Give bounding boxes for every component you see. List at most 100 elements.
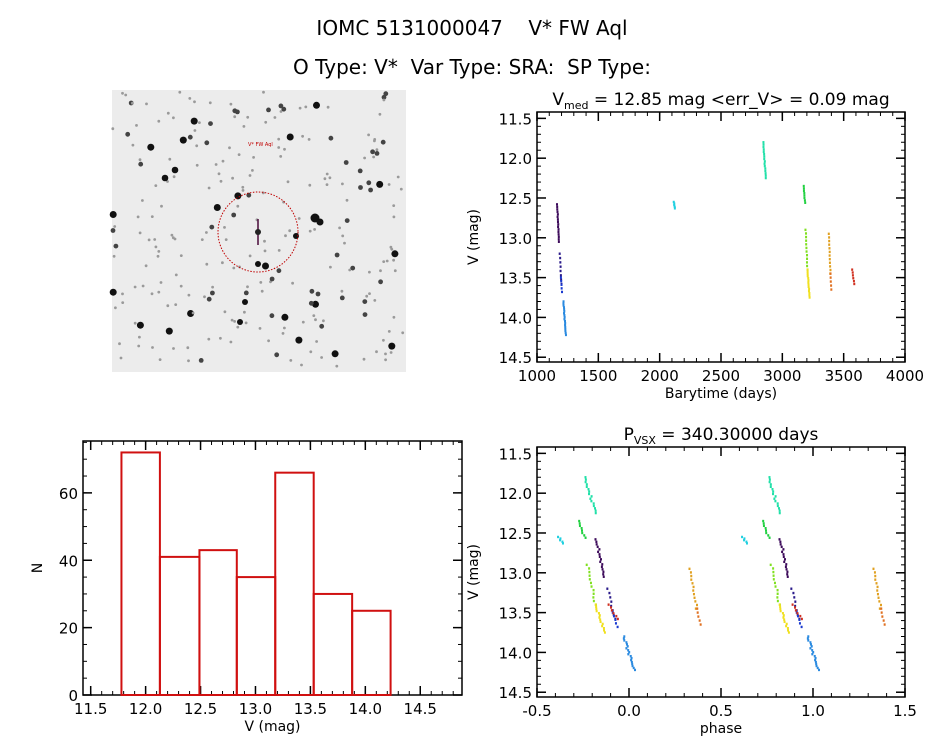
data-point xyxy=(791,603,794,606)
data-point xyxy=(799,614,802,618)
data-point xyxy=(776,588,779,592)
data-point xyxy=(808,292,811,295)
star xyxy=(193,100,196,104)
data-point xyxy=(561,542,564,545)
star xyxy=(236,325,240,329)
data-point xyxy=(828,250,831,254)
data-point xyxy=(598,555,601,559)
data-point xyxy=(580,527,583,530)
data-point xyxy=(787,629,790,632)
data-point xyxy=(594,511,597,515)
data-point xyxy=(852,279,855,283)
x-tick-label: 4000 xyxy=(886,367,924,385)
data-point xyxy=(593,507,596,510)
star xyxy=(372,155,375,159)
star xyxy=(308,300,314,306)
star xyxy=(392,215,396,219)
star xyxy=(244,321,248,325)
star xyxy=(260,289,264,293)
data-point xyxy=(805,243,808,246)
data-point xyxy=(560,278,563,281)
data-point xyxy=(560,287,563,290)
y-tick-label: 11.5 xyxy=(499,445,532,463)
data-point xyxy=(805,235,808,239)
data-point xyxy=(673,202,676,205)
data-point xyxy=(763,160,766,163)
y-axis-label: N xyxy=(30,563,46,573)
star xyxy=(174,273,178,277)
data-point xyxy=(601,568,604,571)
y-tick-label: 14.0 xyxy=(499,644,532,662)
star xyxy=(221,261,224,265)
y-tick-label: 13.0 xyxy=(499,565,532,583)
data-point xyxy=(762,143,765,146)
data-point xyxy=(782,616,785,619)
star xyxy=(376,180,384,188)
data-point xyxy=(807,635,810,638)
star xyxy=(331,350,339,358)
star xyxy=(312,314,316,317)
y-tick-label: 12.5 xyxy=(499,525,532,543)
star xyxy=(315,340,318,343)
data-point xyxy=(599,618,602,621)
data-point xyxy=(807,279,810,282)
data-point xyxy=(562,302,565,305)
star xyxy=(195,163,199,167)
star xyxy=(375,350,378,354)
star xyxy=(373,139,376,143)
data-point xyxy=(776,592,779,595)
data-point xyxy=(830,288,833,291)
data-point xyxy=(764,176,767,180)
data-point xyxy=(595,543,598,546)
star xyxy=(208,121,213,126)
data-point xyxy=(673,203,676,207)
target-star xyxy=(255,229,261,235)
data-point xyxy=(878,607,881,610)
phase-curve-plot: -0.5 0.0 0.5 1.0 1.5 11.5 12.0 12.5 13.0 13.5 14.0… xyxy=(466,425,917,737)
star xyxy=(328,135,334,141)
data-point xyxy=(599,558,602,561)
star xyxy=(278,103,284,109)
data-point xyxy=(764,174,767,177)
star xyxy=(217,172,221,176)
data-point xyxy=(810,645,813,648)
data-point xyxy=(588,578,591,581)
y-axis-label: V (mag) xyxy=(466,209,482,265)
data-point xyxy=(805,261,808,264)
data-point xyxy=(563,314,566,317)
data-point xyxy=(778,538,781,541)
star xyxy=(219,179,223,183)
star xyxy=(187,134,193,140)
data-point xyxy=(763,155,766,158)
data-point xyxy=(805,250,808,253)
data-point xyxy=(559,256,562,260)
star xyxy=(248,254,252,258)
star xyxy=(133,321,137,325)
data-point xyxy=(594,538,597,541)
plot-title: PVSX = 340.30000 days xyxy=(624,425,819,447)
star xyxy=(118,342,121,346)
star xyxy=(246,192,252,198)
star xyxy=(209,224,215,230)
data-point xyxy=(805,239,808,242)
data-point xyxy=(557,223,560,226)
y-tick-label: 14.0 xyxy=(499,309,532,327)
star xyxy=(228,146,231,150)
data-point xyxy=(872,567,875,571)
data-point xyxy=(627,652,630,656)
star xyxy=(262,262,269,270)
star xyxy=(387,330,391,333)
data-point xyxy=(874,578,877,581)
star xyxy=(266,107,271,113)
data-point xyxy=(773,581,776,585)
star xyxy=(231,176,235,180)
data-point xyxy=(609,606,612,609)
star xyxy=(157,250,161,253)
title-main: V xyxy=(552,90,564,110)
star xyxy=(341,182,344,186)
star xyxy=(145,102,148,106)
data-point xyxy=(769,483,772,486)
data-point xyxy=(555,203,558,206)
data-point xyxy=(564,329,567,333)
data-point xyxy=(828,243,831,246)
